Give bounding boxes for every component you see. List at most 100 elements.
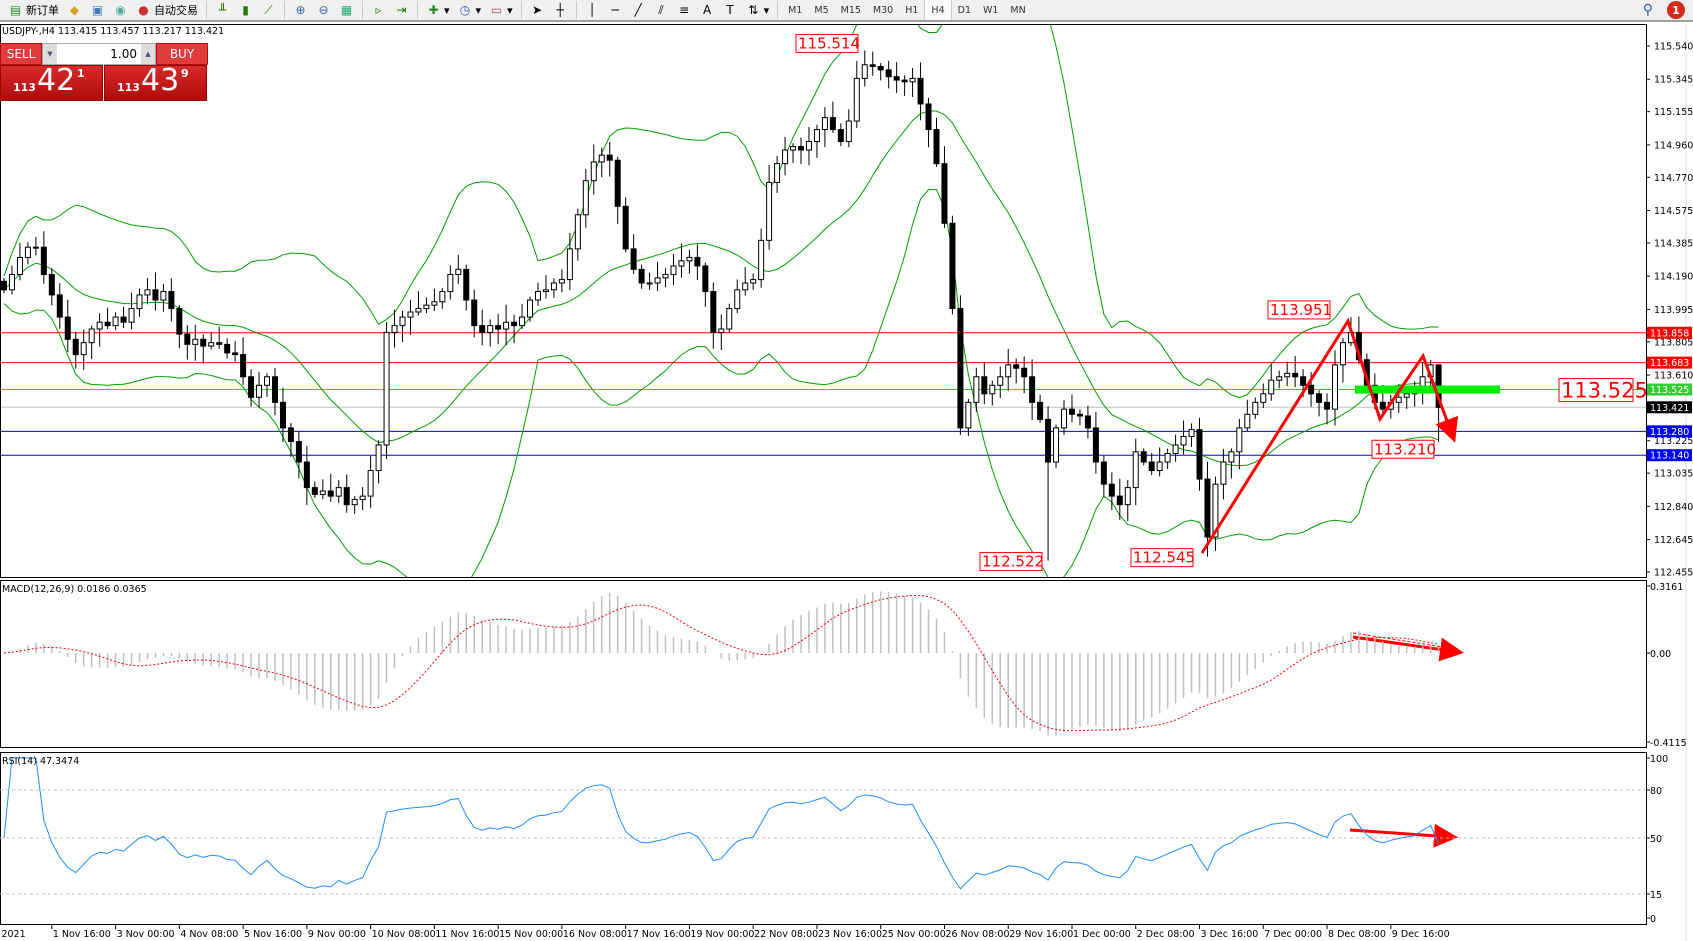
candle-body-bull — [391, 325, 398, 333]
price-annotation-box — [1371, 439, 1435, 459]
search-icon[interactable]: ⚲ — [1642, 2, 1653, 18]
periods-button[interactable]: ◷ ▾ — [454, 0, 486, 20]
candle-body-bull — [1244, 413, 1251, 429]
vertical-line-button[interactable]: │ — [581, 0, 604, 20]
time-label: 9 Nov 00:00 — [308, 929, 366, 940]
timeframe-h1[interactable]: H1 — [905, 4, 919, 16]
candle — [1084, 405, 1091, 439]
price-tick-label: 114.960 — [1654, 140, 1693, 151]
signals-button[interactable]: ◉ — [109, 0, 132, 20]
time-label: 5 Nov 16:00 — [244, 929, 302, 940]
lot-decrease-icon[interactable]: ▼ — [43, 44, 57, 64]
macd-dashed-line — [1352, 632, 1451, 649]
metaeditor-icon: ◆ — [69, 3, 80, 17]
timeframe-mn[interactable]: MN — [1010, 4, 1026, 16]
timeframe-m15[interactable]: M15 — [840, 4, 861, 16]
text-button[interactable]: A — [696, 0, 719, 20]
cursor-button[interactable]: ➤ — [526, 0, 549, 20]
candle — [1108, 472, 1115, 511]
candle-body-bear — [1037, 401, 1044, 420]
candle — [399, 310, 406, 343]
price-annotation: 112.522 — [982, 553, 1044, 571]
candle-body-bear — [917, 77, 924, 105]
tile-windows-button[interactable]: ▦ — [335, 0, 358, 20]
divider — [284, 1, 285, 19]
sell-price[interactable]: 113 42 1 — [0, 63, 103, 101]
price-level-tag-label: 113.421 — [1650, 403, 1689, 414]
timeframe-m1[interactable]: M1 — [788, 4, 803, 16]
candle — [1188, 423, 1195, 447]
line-chart-button[interactable]: ⟋ — [257, 0, 280, 20]
chart-shift-button[interactable]: ⇥ — [390, 0, 413, 20]
candle — [463, 264, 470, 311]
candle — [168, 278, 175, 322]
text-label-button[interactable]: T — [719, 0, 742, 20]
candle — [1172, 434, 1179, 462]
crosshair-button[interactable]: ┼ — [549, 0, 572, 20]
candle-body-bull — [80, 342, 87, 356]
time-label: 15 Nov 00:00 — [499, 929, 563, 940]
price-tick-label: 115.155 — [1654, 107, 1693, 118]
candle — [965, 398, 972, 437]
arrows-button[interactable]: ⇅ ▾ — [742, 0, 774, 20]
support-zone-bar — [1355, 385, 1500, 394]
timeframe-d1[interactable]: D1 — [957, 4, 971, 16]
candle-body-bear — [200, 338, 207, 347]
indicators-button[interactable]: ✚ ▾ — [422, 0, 454, 20]
lot-size-input[interactable]: ▼ 1.00 ▲ — [42, 43, 156, 65]
zoom-out-button[interactable]: ⊖ — [312, 0, 335, 20]
candle-body-bear — [1021, 367, 1028, 378]
candle — [503, 304, 510, 346]
candle — [479, 309, 486, 346]
macd-label: MACD(12,26,9) 0.0186 0.0365 — [2, 584, 147, 595]
candle-body-bear — [981, 376, 988, 395]
candle — [710, 282, 717, 349]
timeframe-h4[interactable]: H4 — [924, 0, 952, 20]
candle-body-bull — [574, 214, 581, 250]
chart-canvas[interactable]: 115.514 112.522 112.545 113.951 113.210 113.5… — [0, 24, 1693, 941]
buy-button[interactable]: BUY — [156, 43, 208, 65]
timeframe-m5[interactable]: M5 — [814, 4, 829, 16]
candle-body-bear — [271, 376, 278, 403]
bar-chart-button[interactable]: ╨ — [211, 0, 234, 20]
candle-body-bear — [216, 342, 223, 345]
candle — [1339, 337, 1346, 383]
zoom-in-button[interactable]: ⊕ — [289, 0, 312, 20]
candle — [758, 228, 765, 288]
timeframe-w1[interactable]: W1 — [982, 4, 999, 16]
trendline-button[interactable]: ╱ — [627, 0, 650, 20]
candle — [152, 272, 159, 311]
horizontal-line-button[interactable]: ─ — [604, 0, 627, 20]
candle-body-bull — [1331, 364, 1338, 410]
tile-windows-icon: ▦ — [340, 3, 353, 17]
candle-body-bull — [112, 316, 119, 327]
time-label: 2 Dec 08:00 — [1137, 929, 1195, 940]
timeframe-m30[interactable]: M30 — [872, 4, 894, 16]
candle-chart-button[interactable]: ▮ — [234, 0, 257, 20]
candle-body-bear — [176, 308, 183, 335]
buy-price[interactable]: 113 43 9 — [104, 63, 207, 101]
candle-body-bull — [1172, 444, 1179, 454]
metaeditor-button[interactable]: ◆ — [63, 0, 86, 20]
dropdown-icon: ▾ — [763, 3, 770, 17]
sell-button[interactable]: SELL — [0, 43, 42, 65]
templates-button[interactable]: ▭ ▾ — [485, 0, 517, 20]
notification-badge[interactable]: 1 — [1667, 1, 1685, 19]
divider — [777, 1, 779, 19]
fibonacci-button[interactable]: ≡ — [673, 0, 696, 20]
candle — [917, 62, 924, 121]
new-order-button[interactable]: ▤ 新订单 — [9, 3, 59, 17]
candle-body-bear — [933, 129, 940, 165]
candle — [901, 75, 908, 96]
lot-increase-icon[interactable]: ▲ — [141, 44, 155, 64]
lot-value[interactable]: 1.00 — [110, 47, 137, 61]
toolbar-right: ⚲ 1 — [1643, 1, 1685, 19]
channel-button[interactable]: ⫽ — [650, 0, 673, 20]
candle — [431, 288, 438, 311]
candle-body-bull — [1053, 427, 1060, 463]
candle-body-bear — [1116, 495, 1123, 506]
history-button[interactable]: ▣ — [86, 0, 109, 20]
auto-trading-button[interactable]: ● 自动交易 — [132, 0, 202, 20]
autoscroll-button[interactable]: ▹ — [367, 0, 390, 20]
candle-body-bull — [1395, 396, 1402, 403]
